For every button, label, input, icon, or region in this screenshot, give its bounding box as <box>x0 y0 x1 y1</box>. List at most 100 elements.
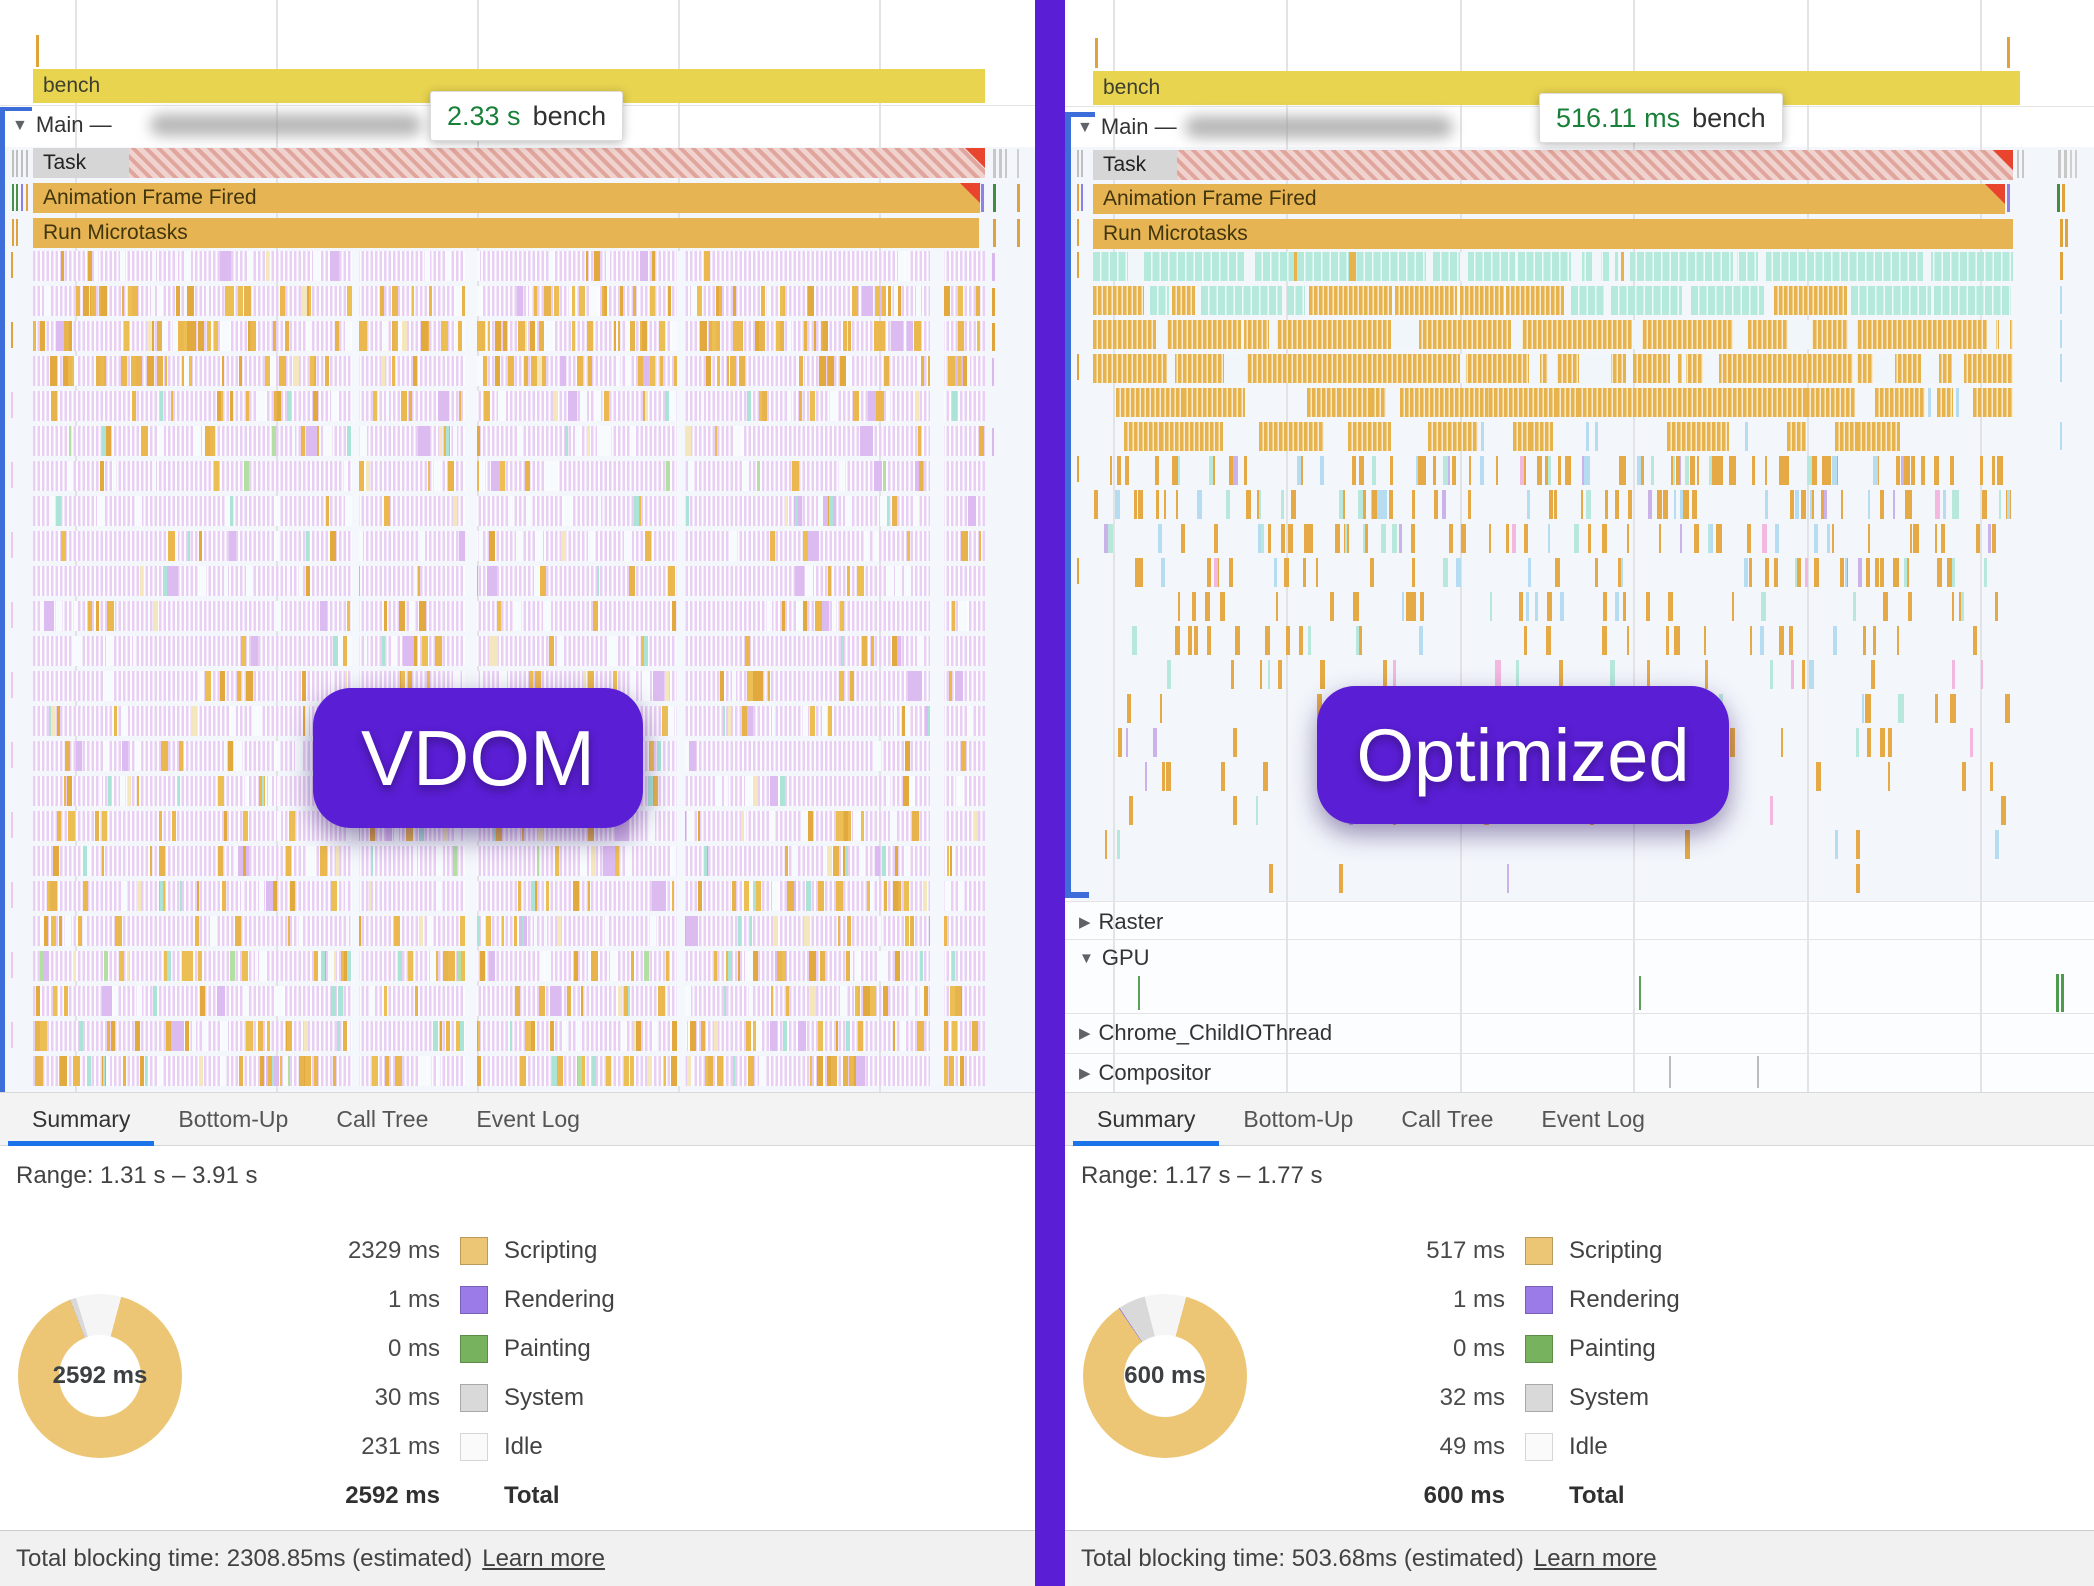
flame-event[interactable] <box>1174 626 1181 655</box>
flame-band[interactable] <box>516 286 524 316</box>
flame-band[interactable] <box>797 1021 807 1051</box>
flame-event[interactable] <box>1116 388 1183 417</box>
flame-event[interactable] <box>371 1056 378 1086</box>
flame-event[interactable] <box>421 321 428 351</box>
flame-event[interactable] <box>379 286 385 316</box>
flame-event[interactable] <box>1421 456 1426 485</box>
flame-event[interactable] <box>659 356 663 386</box>
flame-band[interactable] <box>639 251 649 281</box>
flame-event[interactable] <box>1762 524 1768 553</box>
flame-event[interactable] <box>874 286 881 316</box>
flame-event[interactable] <box>975 286 981 316</box>
flame-event[interactable] <box>159 846 165 876</box>
flame-event[interactable] <box>1744 422 1748 451</box>
flame-event[interactable] <box>1268 864 1274 893</box>
flame-event[interactable] <box>336 1021 340 1051</box>
event-mark[interactable] <box>2062 184 2065 212</box>
flame-event[interactable] <box>670 1056 678 1086</box>
flame-event[interactable] <box>776 951 783 981</box>
flame-event[interactable] <box>1506 524 1509 553</box>
flame-event[interactable] <box>1610 660 1615 689</box>
flame-event[interactable] <box>452 846 457 876</box>
flame-event[interactable] <box>1288 524 1293 553</box>
flame-event[interactable] <box>1230 660 1235 689</box>
flame-event[interactable] <box>299 1056 305 1086</box>
event-mark[interactable] <box>2064 150 2067 178</box>
flame-event[interactable] <box>401 321 408 351</box>
flame-event[interactable] <box>101 811 108 841</box>
flame-event[interactable] <box>854 986 858 1016</box>
flame-event[interactable] <box>1894 558 1900 587</box>
flame-event[interactable] <box>714 321 720 351</box>
flame-event[interactable] <box>440 1021 443 1051</box>
flame-event[interactable] <box>267 1056 274 1086</box>
flame-event[interactable] <box>75 286 80 316</box>
flame-event[interactable] <box>1791 660 1795 689</box>
flame-band[interactable] <box>550 986 562 1016</box>
flame-event[interactable] <box>1813 524 1818 553</box>
flame-event[interactable] <box>1980 660 1984 689</box>
flame-band[interactable] <box>874 461 883 491</box>
flame-event[interactable] <box>288 1056 291 1086</box>
flame-event[interactable] <box>631 951 634 981</box>
flame-event[interactable] <box>1228 456 1234 485</box>
flame-event[interactable] <box>904 916 910 946</box>
flame-event[interactable] <box>1867 728 1872 757</box>
flame-event[interactable] <box>857 566 865 596</box>
flame-event[interactable] <box>187 321 193 351</box>
flame-event[interactable] <box>181 356 184 386</box>
flame-event[interactable] <box>1383 490 1387 519</box>
flame-event[interactable] <box>1411 490 1416 519</box>
flame-event[interactable] <box>1643 388 1683 417</box>
flame-row[interactable] <box>33 321 985 351</box>
flame-event[interactable] <box>548 636 554 666</box>
flame-event[interactable] <box>867 986 870 1016</box>
flame-event[interactable] <box>888 286 892 316</box>
flame-event[interactable] <box>51 706 56 736</box>
flame-event[interactable] <box>1815 762 1821 791</box>
flame-event[interactable] <box>273 321 277 351</box>
flame-event[interactable] <box>1764 558 1770 587</box>
flame-event[interactable] <box>301 286 307 316</box>
flame-event[interactable] <box>897 286 901 316</box>
flame-event[interactable] <box>1907 592 1913 621</box>
flame-event[interactable] <box>67 776 73 806</box>
flame-event[interactable] <box>827 566 831 596</box>
flame-event[interactable] <box>883 356 889 386</box>
flame-band[interactable] <box>438 391 450 421</box>
flame-event[interactable] <box>949 671 953 701</box>
flame-band[interactable] <box>102 986 112 1016</box>
flame-event[interactable] <box>1207 558 1212 587</box>
flame-event[interactable] <box>39 951 43 981</box>
flame-event[interactable] <box>483 391 490 421</box>
flame-event[interactable] <box>368 881 372 911</box>
flame-event[interactable] <box>178 741 184 771</box>
flame-event[interactable] <box>365 461 370 491</box>
flame-event[interactable] <box>279 356 287 386</box>
flame-event[interactable] <box>1941 524 1946 553</box>
flame-event[interactable] <box>1903 558 1909 587</box>
flame-event[interactable] <box>665 951 670 981</box>
flame-event[interactable] <box>1506 286 1565 315</box>
flame-event[interactable] <box>798 356 804 386</box>
flame-event[interactable] <box>601 286 606 316</box>
flame-event[interactable] <box>727 706 731 736</box>
flame-event[interactable] <box>503 321 507 351</box>
flame-event[interactable] <box>1610 286 1682 315</box>
event-mark[interactable] <box>2060 286 2062 314</box>
flame-event[interactable] <box>36 1056 43 1086</box>
flame-event[interactable] <box>1992 524 1997 553</box>
run-microtasks-bar[interactable]: Run Microtasks <box>1093 219 2013 249</box>
tab-bottom-up[interactable]: Bottom-Up <box>178 1106 289 1132</box>
flame-event[interactable] <box>596 566 599 596</box>
flame-row[interactable] <box>33 1021 985 1051</box>
flame-event[interactable] <box>782 286 786 316</box>
flame-event[interactable] <box>1209 456 1213 485</box>
flame-event[interactable] <box>1873 626 1877 655</box>
tab-event-log[interactable]: Event Log <box>1541 1106 1645 1132</box>
flame-event[interactable] <box>1468 456 1471 485</box>
flame-band[interactable] <box>403 636 417 666</box>
flame-event[interactable] <box>645 391 648 421</box>
flame-event[interactable] <box>917 1021 925 1051</box>
flame-event[interactable] <box>245 1021 253 1051</box>
